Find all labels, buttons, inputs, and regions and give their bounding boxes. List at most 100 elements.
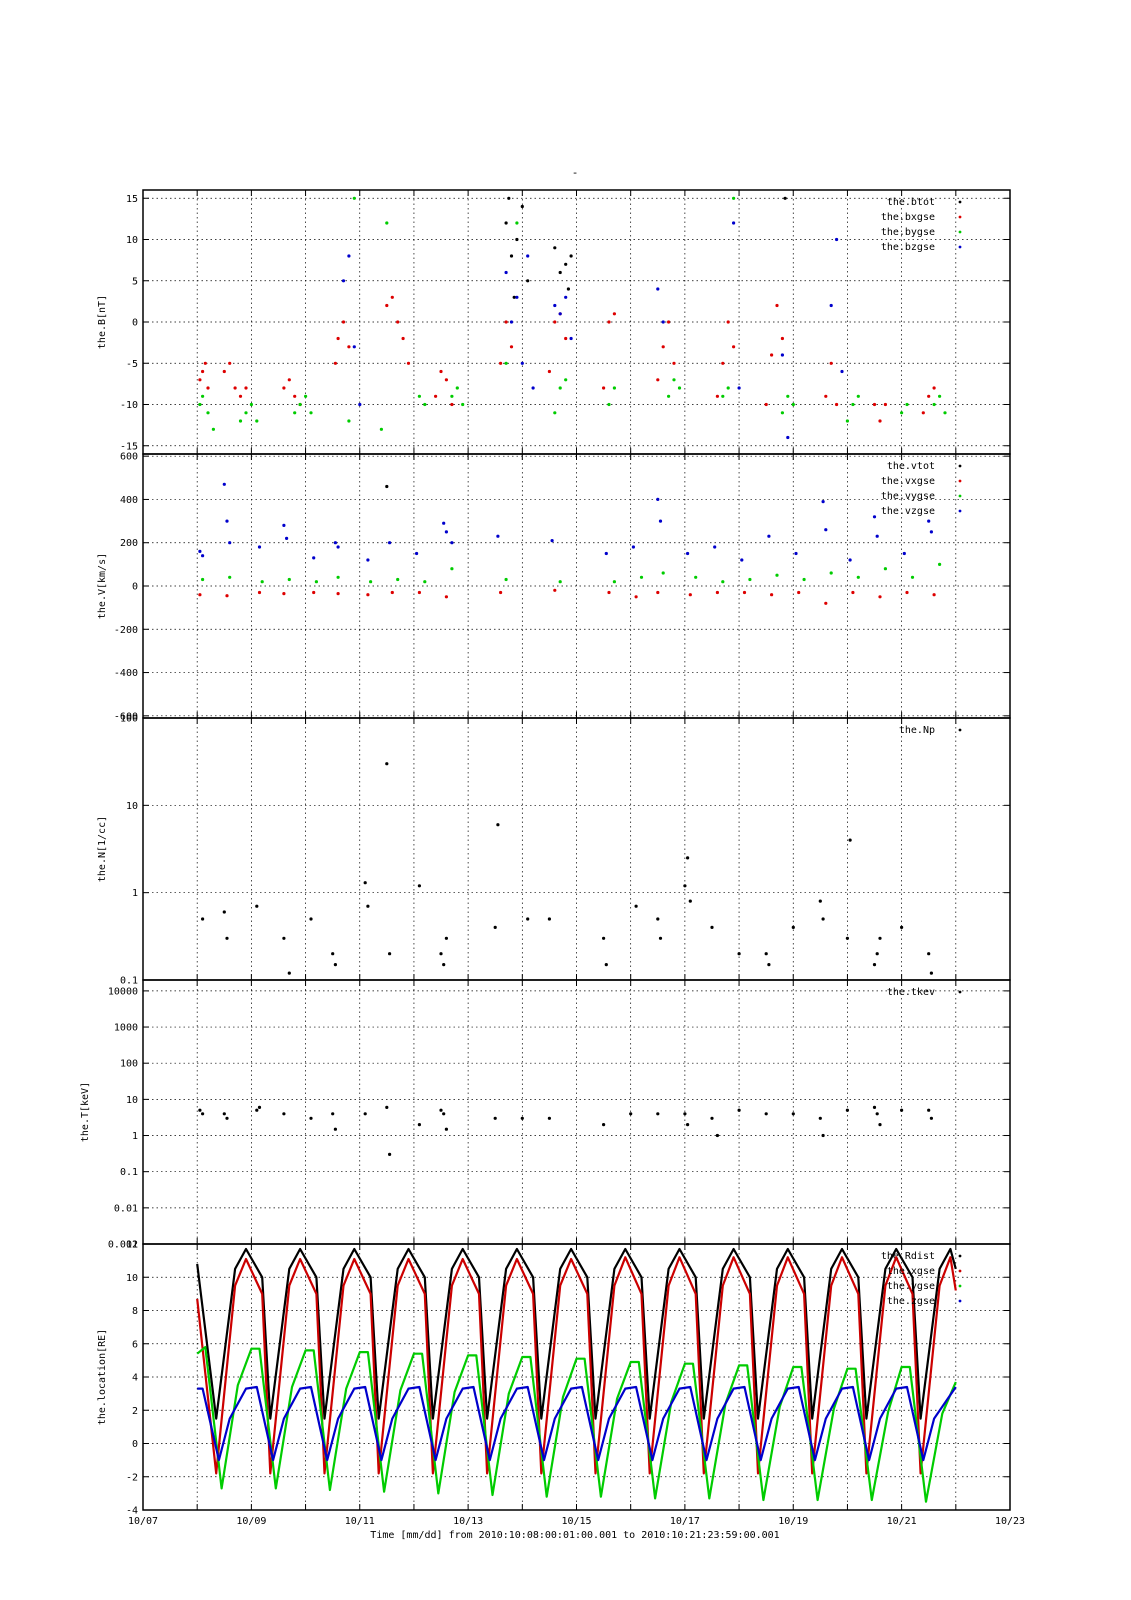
x-tick-label: 10/23 (995, 1516, 1025, 1527)
data-point (206, 386, 210, 390)
data-point (312, 590, 316, 595)
data-point (929, 971, 934, 975)
y-axis-label: the.N[1/cc] (97, 816, 108, 882)
data-point (499, 590, 503, 595)
y-tick-label: 400 (120, 495, 138, 506)
y-tick-label: 10 (126, 801, 138, 812)
data-point (222, 369, 226, 374)
data-point (932, 402, 936, 407)
data-point (255, 1108, 259, 1112)
legend-marker (958, 230, 962, 234)
data-point (829, 361, 833, 365)
series-the-Np (201, 762, 934, 975)
data-point (686, 551, 690, 556)
legend-marker (958, 1254, 962, 1258)
data-point (444, 936, 448, 940)
data-point (905, 402, 909, 407)
series-the-vygse (201, 562, 942, 584)
data-point (602, 1123, 606, 1127)
legend-marker (958, 245, 962, 249)
data-point (878, 419, 882, 423)
data-point (791, 925, 795, 930)
y-axis-label: the.V[km/s] (97, 553, 108, 619)
legend-marker (958, 464, 962, 468)
data-point (450, 541, 454, 545)
y-tick-label: 0 (132, 318, 138, 329)
data-point (257, 590, 262, 595)
data-point (509, 345, 514, 349)
data-point (872, 1105, 877, 1109)
y-tick-label: -2 (126, 1472, 138, 1483)
y-tick-label: -10 (120, 400, 138, 411)
data-point (211, 427, 215, 431)
data-point (228, 361, 232, 365)
data-point (341, 320, 346, 324)
x-tick-label: 10/15 (561, 1516, 591, 1527)
data-point (233, 386, 237, 390)
data-point (553, 320, 557, 324)
data-point (499, 361, 503, 365)
data-point (282, 936, 286, 940)
data-point (228, 541, 232, 545)
y-tick-label: -4 (126, 1506, 138, 1517)
data-point (710, 925, 714, 930)
data-point (222, 482, 226, 486)
x-tick-label: 10/07 (128, 1516, 158, 1527)
data-point (439, 952, 443, 956)
data-point (656, 287, 660, 291)
data-point (607, 590, 611, 595)
data-point (694, 575, 698, 579)
data-point (569, 254, 573, 258)
y-tick-label: -200 (114, 625, 138, 636)
data-point (938, 394, 942, 398)
data-point (835, 402, 839, 407)
y-tick-label: -600 (114, 711, 138, 722)
legend-marker (958, 1284, 962, 1288)
data-point (336, 592, 340, 596)
data-point (902, 551, 906, 556)
data-point (553, 588, 557, 592)
data-point (929, 530, 934, 534)
data-point (715, 394, 720, 398)
x-tick-label: 10/09 (236, 1516, 266, 1527)
data-point (715, 590, 720, 595)
data-point (721, 394, 725, 398)
data-point (780, 353, 785, 357)
data-point (417, 1123, 421, 1127)
data-point (493, 1116, 497, 1120)
data-point (293, 394, 297, 398)
data-point (656, 1112, 660, 1116)
data-point (341, 279, 346, 283)
data-point (770, 593, 774, 597)
legend-label: the.tkev (887, 987, 935, 998)
data-point (450, 402, 454, 407)
data-point (661, 345, 665, 349)
data-point (201, 369, 205, 374)
data-point (257, 1105, 262, 1109)
y-tick-label: 0.1 (120, 976, 138, 987)
data-point (764, 1112, 768, 1116)
data-point (604, 551, 608, 556)
data-point (835, 237, 839, 242)
data-point (845, 1108, 850, 1112)
data-point (656, 917, 660, 921)
data-point (201, 1112, 205, 1116)
data-point (385, 303, 389, 308)
data-point (515, 295, 519, 299)
y-tick-label: 100 (120, 714, 138, 725)
data-point (927, 1108, 931, 1112)
data-point (244, 411, 248, 415)
data-point (737, 952, 741, 956)
data-point (493, 925, 497, 930)
data-point (333, 541, 337, 545)
data-point (238, 394, 243, 398)
data-point (434, 394, 438, 398)
data-point (385, 484, 389, 489)
data-point (222, 910, 226, 914)
series-the-vxgse (198, 588, 936, 605)
legend-label: the.bygse (881, 227, 935, 238)
data-point (347, 345, 351, 349)
data-point (444, 1127, 448, 1131)
y-tick-label: 10 (126, 235, 138, 246)
data-point (900, 1108, 904, 1112)
